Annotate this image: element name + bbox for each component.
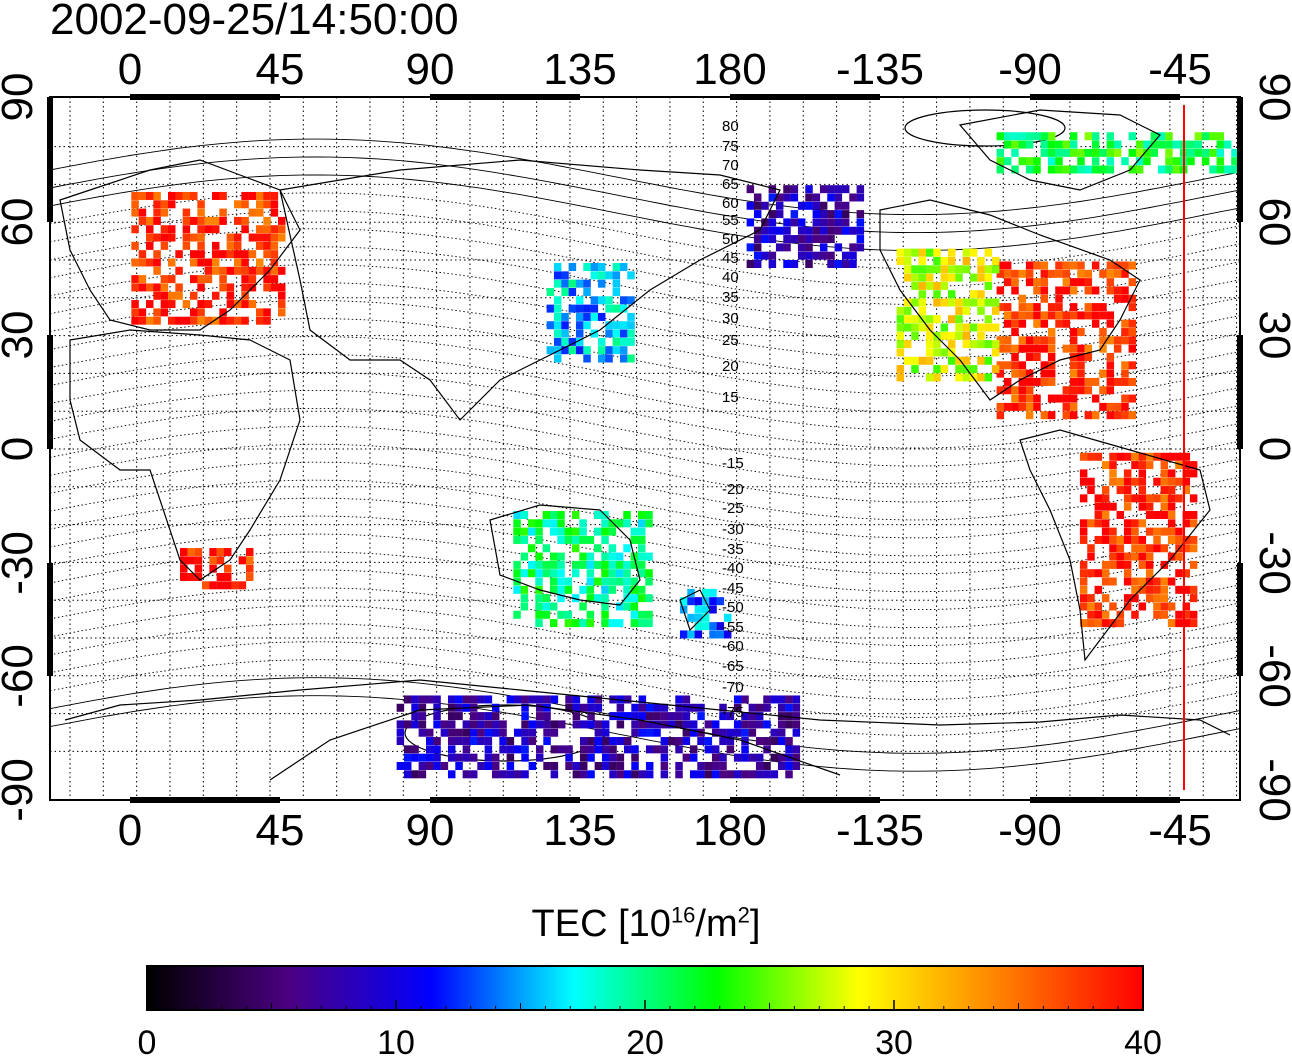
contour-label: -60 <box>722 638 744 655</box>
contour-label: 35 <box>722 289 739 306</box>
colorbar-ticks: 0 10 20 30 40 <box>138 1000 1162 1057</box>
bottom-lon-tick-label: -45 <box>1148 806 1212 855</box>
colorbar-tick-label: 40 <box>1124 1024 1162 1057</box>
frame-bands <box>47 94 1243 803</box>
contour-label: -30 <box>722 521 744 538</box>
contour-label: 30 <box>722 310 739 327</box>
tec-data-cells <box>131 132 1240 779</box>
contour-label: 80 <box>722 118 739 135</box>
left-lat-tick-label: 0 <box>0 437 42 461</box>
contour-label: 20 <box>722 358 739 375</box>
colorbar-tick-label: 20 <box>626 1024 664 1057</box>
contour-label: -15 <box>722 455 744 472</box>
top-lon-tick-label: -90 <box>998 45 1062 94</box>
contour-label: 60 <box>722 195 739 212</box>
tec-region-western-north-america <box>896 248 1000 382</box>
tec-region-eastern-north-america <box>996 261 1137 420</box>
bottom-lon-tick-label: 90 <box>406 806 455 855</box>
right-lat-tick-label: -30 <box>1250 531 1292 595</box>
bottom-lon-tick-label: -90 <box>998 806 1062 855</box>
contour-label: 55 <box>722 212 739 229</box>
right-lat-tick-label: -60 <box>1250 644 1292 708</box>
right-lat-tick-label: 60 <box>1250 198 1292 247</box>
contour-label: -50 <box>722 599 744 616</box>
tec-region-greenland-arctic <box>996 132 1240 174</box>
top-lon-tick-label: 90 <box>406 45 455 94</box>
left-lat-tick-label: 60 <box>0 198 42 247</box>
left-lat-tick-label: 30 <box>0 311 42 360</box>
contour-label: 75 <box>722 138 739 155</box>
left-lat-tick-label: -60 <box>0 644 42 708</box>
contour-label: 45 <box>722 250 739 267</box>
left-latitude-axis: 90 60 30 0 -30 -60 -90 <box>0 73 42 822</box>
top-lon-tick-label: -45 <box>1148 45 1212 94</box>
coastlines <box>59 109 1231 781</box>
contour-label: 70 <box>722 157 739 174</box>
left-lat-tick-label: -90 <box>0 758 42 822</box>
top-lon-tick-label: -135 <box>836 45 924 94</box>
right-lat-tick-label: 90 <box>1250 73 1292 122</box>
right-latitude-axis: 90 60 30 0 -30 -60 -90 <box>1250 73 1292 822</box>
bottom-longitude-axis: 0 45 90 135 180 -135 -90 -45 <box>118 806 1212 855</box>
contour-label: 40 <box>722 269 739 286</box>
contour-label: -70 <box>722 679 744 696</box>
contour-label: -40 <box>722 560 744 577</box>
bottom-lon-tick-label: 135 <box>543 806 616 855</box>
top-lon-tick-label: 180 <box>693 45 766 94</box>
top-longitude-axis: 0 45 90 135 180 -135 -90 -45 <box>118 45 1212 94</box>
contour-label: -65 <box>722 658 744 675</box>
top-lon-tick-label: 135 <box>543 45 616 94</box>
contour-label: 50 <box>722 231 739 248</box>
tec-region-japan <box>546 263 635 363</box>
tec-region-europe <box>131 191 286 325</box>
contour-label: 65 <box>722 176 739 193</box>
colorbar-tick-label: 10 <box>377 1024 415 1057</box>
contour-label: 15 <box>722 389 739 406</box>
contour-label: -55 <box>722 619 744 636</box>
contour-label: 25 <box>722 332 739 349</box>
bottom-lon-tick-label: 0 <box>118 806 142 855</box>
tec-region-australia <box>513 510 653 628</box>
contour-label: -25 <box>722 500 744 517</box>
bottom-lon-tick-label: 180 <box>693 806 766 855</box>
contour-label: -35 <box>722 541 744 558</box>
bottom-lon-tick-label: -135 <box>836 806 924 855</box>
contour-label: -45 <box>722 580 744 597</box>
top-lon-tick-label: 0 <box>118 45 142 94</box>
top-lon-tick-label: 45 <box>256 45 305 94</box>
left-lat-tick-label: 90 <box>0 73 42 122</box>
right-lat-tick-label: 30 <box>1250 311 1292 360</box>
timestamp-title: 2002-09-25/14:50:00 <box>50 0 459 44</box>
right-lat-tick-label: -90 <box>1250 758 1292 822</box>
colorbar-title: TEC [1016/m2] <box>531 902 761 945</box>
tec-region-south-america <box>1079 452 1198 628</box>
tec-region-eastern-siberia <box>746 185 865 268</box>
bottom-lon-tick-label: 45 <box>256 806 305 855</box>
left-lat-tick-label: -30 <box>0 531 42 595</box>
tec-region-southern-africa <box>179 548 254 590</box>
colorbar-tick-label: 30 <box>875 1024 913 1057</box>
right-lat-tick-label: 0 <box>1250 437 1292 461</box>
contour-label: -75 <box>722 704 744 721</box>
contour-label: -20 <box>722 481 744 498</box>
colorbar-tick-label: 0 <box>138 1024 157 1057</box>
